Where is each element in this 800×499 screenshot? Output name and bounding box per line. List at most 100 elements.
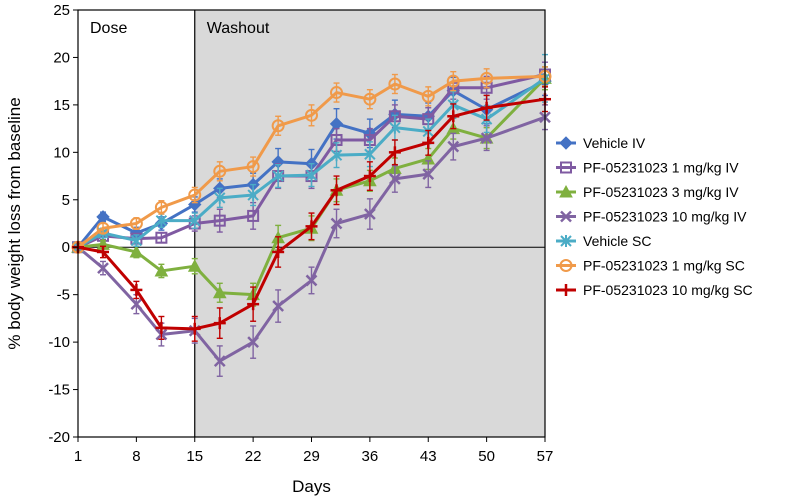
x-tick-label: 36 [362, 448, 379, 465]
x-axis-title: Days [292, 477, 331, 496]
legend-label: PF-05231023 1 mg/kg IV [583, 160, 739, 176]
data-point [214, 191, 226, 204]
data-point [330, 86, 344, 100]
data-point [422, 168, 435, 181]
data-point [364, 148, 376, 161]
series-line [77, 97, 546, 331]
data-point [330, 149, 343, 162]
data-point [213, 214, 226, 227]
legend-marker [559, 136, 573, 150]
legend-item-0: Vehicle IV [556, 135, 646, 151]
x-tick-label: 15 [186, 448, 203, 465]
x-tick-label: 1 [74, 448, 82, 465]
data-point [330, 184, 343, 197]
series-line [77, 77, 546, 249]
y-tick-label: 20 [53, 49, 70, 66]
data-point [213, 164, 227, 178]
series-line [77, 77, 547, 297]
data-point [155, 321, 168, 334]
data-point [155, 231, 168, 244]
data-point [154, 263, 169, 277]
legend-label: PF-05231023 1 mg/kg SC [583, 258, 745, 274]
region-label-dose: Dose [90, 20, 127, 37]
y-tick-label: 25 [53, 2, 70, 19]
legend-label: PF-05231023 3 mg/kg IV [583, 184, 739, 200]
data-point [247, 298, 260, 311]
series-5 [71, 66, 552, 254]
y-axis-title: % body weight loss from baseline [5, 97, 24, 349]
data-point [97, 262, 109, 274]
y-tick-label: 15 [53, 97, 70, 114]
x-tick-label: 43 [420, 448, 437, 465]
tick-labels: -20 -15 -10 -5 0 5 10 15 20 25 1 8 15 22 29 36 43 50 57 [48, 2, 553, 465]
y-tick-label: 10 [53, 144, 70, 161]
legend-item-3: PF-05231023 10 mg/kg IV [556, 209, 747, 225]
data-point [272, 300, 285, 312]
data-point [212, 285, 227, 299]
y-tick-label: 5 [62, 192, 70, 209]
series-layer [71, 53, 552, 377]
data-point [96, 221, 110, 235]
legend-item-1: PF-05231023 1 mg/kg IV [556, 160, 739, 176]
region-label-washout: Washout [207, 20, 270, 37]
legend-label: PF-05231023 10 mg/kg IV [583, 209, 747, 225]
data-point [389, 173, 401, 185]
data-point [129, 217, 143, 230]
data-point [246, 160, 260, 174]
data-point [130, 234, 143, 247]
data-point [305, 169, 318, 182]
legend-marker [559, 259, 573, 272]
legend-marker [560, 161, 572, 174]
data-point [447, 140, 460, 153]
legend-item-2: PF-05231023 3 mg/kg IV [556, 184, 739, 200]
data-point [305, 108, 318, 122]
legend-marker [560, 284, 572, 296]
x-tick-label: 8 [132, 448, 140, 465]
series-line [77, 74, 546, 249]
data-point [305, 220, 318, 233]
data-point [480, 101, 493, 114]
data-point [154, 200, 168, 214]
x-tick-label: 57 [537, 448, 554, 465]
data-point [188, 188, 202, 202]
data-point [97, 245, 110, 258]
series-3 [72, 104, 551, 377]
data-point [130, 283, 143, 296]
y-tick-label: -20 [48, 429, 70, 446]
y-tick-label: -10 [48, 334, 70, 351]
data-point [363, 170, 376, 183]
legend-label: Vehicle SC [583, 233, 651, 249]
phase-labels: Dose Washout [90, 20, 270, 37]
x-tick-label: 50 [478, 448, 495, 465]
legend-label: Vehicle IV [583, 135, 646, 151]
data-point [272, 170, 284, 183]
data-point [213, 355, 226, 367]
data-point [447, 110, 460, 123]
data-point [130, 298, 143, 311]
data-point [446, 74, 460, 88]
legend-label: PF-05231023 10 mg/kg SC [583, 282, 753, 298]
legend-marker [559, 184, 573, 198]
x-tick-label: 29 [303, 448, 320, 465]
y-tick-label: -5 [57, 287, 70, 304]
data-point [480, 132, 493, 144]
x-tick-label: 22 [245, 448, 262, 465]
legend-marker [560, 235, 572, 247]
data-point [188, 197, 202, 212]
y-tick-label: -15 [48, 382, 70, 399]
data-point [330, 217, 343, 230]
data-point [247, 209, 260, 222]
data-point [188, 322, 201, 335]
y-tick-label: 0 [62, 239, 70, 256]
data-point [363, 92, 377, 106]
series-line [77, 115, 546, 363]
legend-item-4: Vehicle SC [556, 233, 651, 249]
data-point [247, 336, 260, 348]
legend: Vehicle IV PF-05231023 1 mg/kg IV PF-05231… [556, 135, 753, 298]
data-point [271, 119, 285, 133]
data-point [129, 244, 144, 258]
data-point [480, 71, 494, 85]
data-point [422, 136, 435, 149]
data-point [421, 89, 435, 103]
